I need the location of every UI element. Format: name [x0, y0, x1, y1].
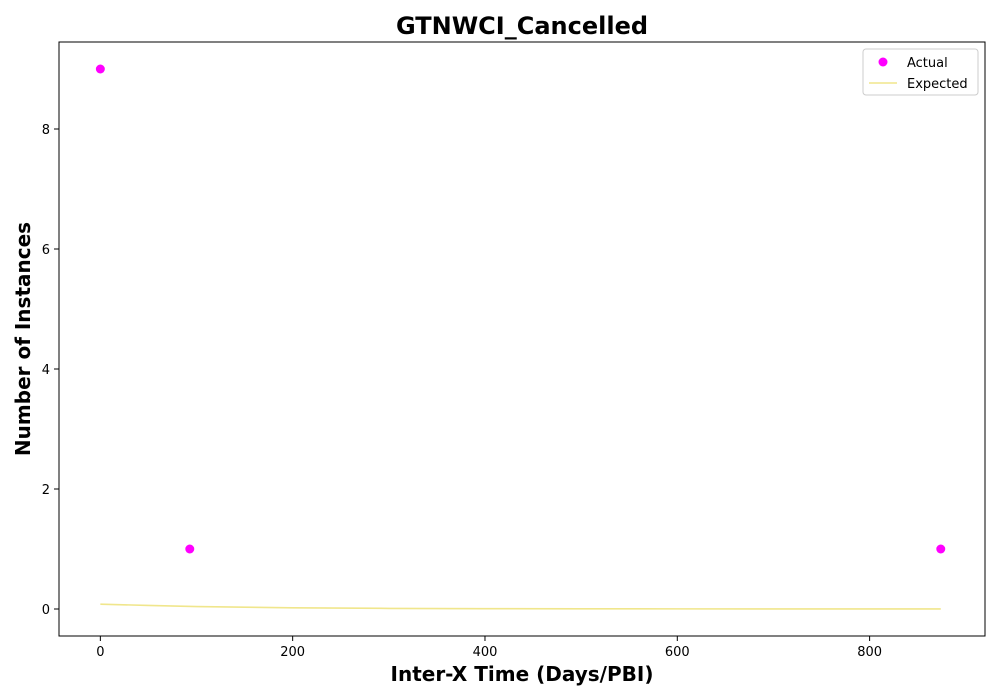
y-axis-label: Number of Instances [11, 222, 35, 456]
chart-title: GTNWCI_Cancelled [396, 12, 648, 40]
x-tick-label: 800 [857, 645, 882, 660]
legend-marker-actual [878, 57, 888, 67]
y-tick-label: 2 [42, 483, 50, 498]
y-tick-label: 4 [42, 363, 50, 378]
actual-point [936, 544, 946, 554]
actual-point [95, 64, 105, 74]
legend: Actual Expected [862, 48, 979, 96]
y-tick-label: 6 [42, 243, 50, 258]
x-tick-label: 200 [280, 645, 305, 660]
expected-line [100, 603, 941, 610]
x-axis-label: Inter-X Time (Days/PBI) [391, 662, 654, 686]
legend-label: Expected [907, 77, 968, 92]
x-tick-label: 0 [96, 645, 104, 660]
x-tick-label: 600 [665, 645, 690, 660]
plot-area: 0 200 400 600 800 0 2 4 6 8 [42, 41, 986, 660]
x-tick-label: 400 [473, 645, 498, 660]
y-tick-label: 0 [42, 603, 50, 618]
plot-frame [58, 41, 986, 637]
actual-point [185, 544, 195, 554]
legend-label: Actual [907, 56, 948, 71]
y-tick-label: 8 [42, 123, 50, 138]
